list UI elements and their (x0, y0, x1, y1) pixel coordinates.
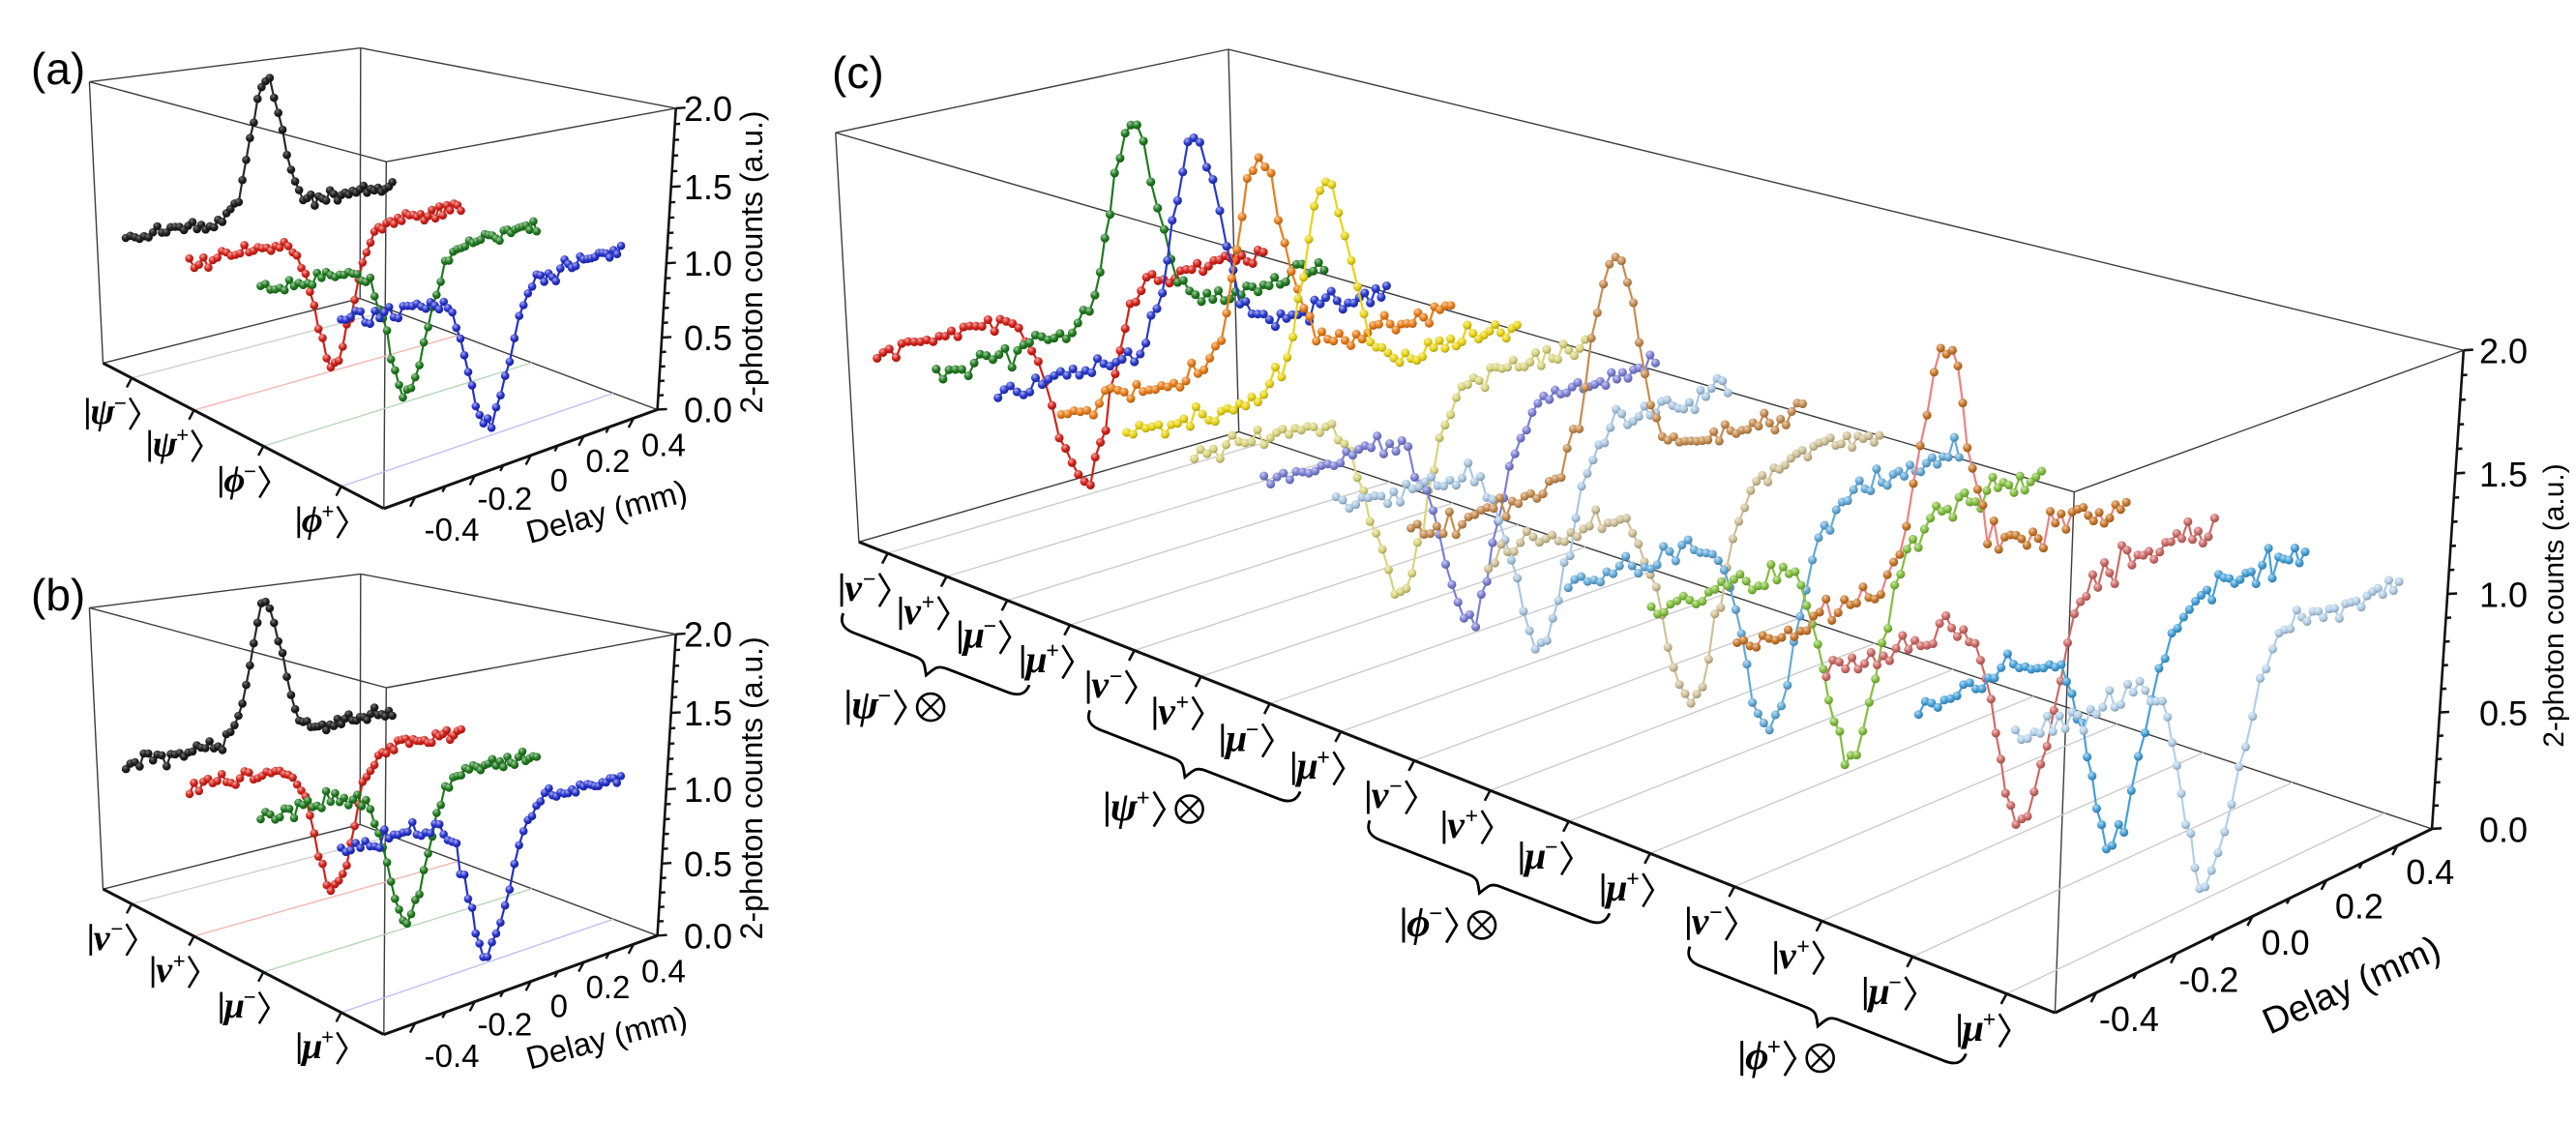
svg-text:1.0: 1.0 (684, 770, 732, 810)
svg-text:0.0: 0.0 (684, 391, 732, 430)
svg-text:μ: μ (1295, 744, 1318, 787)
svg-text:−: − (863, 567, 876, 592)
svg-text:+: + (176, 424, 189, 448)
svg-text:ν: ν (844, 566, 863, 609)
svg-text:ϕ: ϕ (223, 459, 245, 500)
svg-text:μ: μ (962, 613, 985, 657)
svg-text:+: + (1983, 1008, 1997, 1033)
svg-text:0.2: 0.2 (2335, 887, 2384, 927)
svg-text:+: + (922, 590, 935, 615)
svg-text:0.5: 0.5 (2479, 694, 2528, 733)
svg-text:+: + (1176, 691, 1190, 716)
svg-text:-0.4: -0.4 (2099, 999, 2159, 1039)
svg-text:0.4: 0.4 (641, 953, 686, 989)
svg-text:−: − (877, 684, 891, 710)
svg-text:1.0: 1.0 (684, 244, 732, 283)
svg-text:0.2: 0.2 (585, 969, 630, 1005)
svg-text:+: + (1767, 1034, 1781, 1060)
svg-text:ν: ν (1091, 663, 1110, 706)
svg-text:ν: ν (156, 950, 173, 990)
svg-text:−: − (1545, 836, 1558, 861)
svg-text:+: + (1796, 935, 1810, 960)
svg-text:+: + (173, 949, 186, 973)
svg-text:0.2: 0.2 (585, 443, 630, 479)
svg-text:ν: ν (1779, 933, 1797, 977)
svg-text:0.5: 0.5 (684, 318, 732, 358)
svg-text:−: − (244, 459, 256, 484)
svg-text:0: 0 (550, 462, 568, 498)
svg-text:-0.4: -0.4 (425, 512, 480, 547)
svg-text:ν: ν (1447, 803, 1466, 846)
svg-text:-0.2: -0.2 (2178, 960, 2238, 1000)
svg-text:ψ: ψ (90, 392, 115, 432)
svg-text:1.5: 1.5 (684, 694, 732, 733)
svg-text:−: − (1429, 901, 1442, 928)
svg-text:+: + (321, 499, 334, 523)
svg-text:1.0: 1.0 (2479, 576, 2528, 615)
svg-text:0.0: 0.0 (2262, 923, 2310, 962)
svg-text:ν: ν (1158, 689, 1176, 732)
svg-text:μ: μ (300, 1026, 322, 1067)
svg-text:1.5: 1.5 (684, 167, 732, 207)
svg-text:+: + (321, 1025, 334, 1049)
svg-text:μ: μ (1224, 716, 1247, 759)
svg-text:ψ: ψ (1110, 785, 1139, 830)
svg-text:0.0: 0.0 (684, 916, 732, 956)
svg-text:+: + (1317, 746, 1330, 771)
svg-text:ϕ: ϕ (1745, 1035, 1768, 1079)
svg-text:−: − (110, 917, 123, 941)
svg-text:2-photon counts (a.u.): 2-photon counts (a.u.) (2538, 463, 2570, 748)
svg-text:0.4: 0.4 (2406, 852, 2454, 892)
svg-text:−: − (1246, 718, 1259, 743)
svg-text:ψ: ψ (851, 684, 879, 728)
svg-text:+: + (1626, 868, 1640, 893)
svg-text:μ: μ (1867, 969, 1890, 1013)
svg-text:2.0: 2.0 (684, 615, 732, 655)
svg-text:0.4: 0.4 (641, 428, 686, 463)
svg-text:−: − (1389, 775, 1403, 800)
svg-text:0: 0 (550, 989, 568, 1024)
svg-text:−: − (244, 986, 256, 1010)
svg-text:2.0: 2.0 (2479, 332, 2528, 371)
svg-text:-0.2: -0.2 (477, 1007, 532, 1043)
svg-text:μ: μ (222, 986, 245, 1026)
svg-text:μ: μ (1523, 834, 1546, 877)
svg-text:0.5: 0.5 (684, 844, 732, 884)
svg-text:+: + (1046, 639, 1059, 664)
svg-text:(b): (b) (31, 570, 85, 620)
svg-text:(c): (c) (832, 47, 884, 98)
svg-text:2-photon counts (a.u.): 2-photon counts (a.u.) (734, 110, 769, 413)
svg-text:ν: ν (903, 589, 922, 633)
svg-text:ψ: ψ (153, 424, 178, 464)
svg-text:−: − (1709, 901, 1723, 926)
svg-text:−: − (1110, 664, 1123, 690)
svg-text:0.0: 0.0 (2479, 810, 2528, 849)
svg-text:ν: ν (1372, 773, 1390, 816)
svg-text:-0.4: -0.4 (425, 1038, 480, 1074)
svg-text:ν: ν (94, 918, 111, 959)
svg-text:1.5: 1.5 (2479, 455, 2528, 494)
svg-text:μ: μ (1961, 1006, 1984, 1049)
svg-text:2.0: 2.0 (684, 89, 732, 129)
svg-text:-0.2: -0.2 (477, 481, 532, 517)
svg-text:2-photon counts (a.u.): 2-photon counts (a.u.) (734, 636, 769, 939)
svg-text:(a): (a) (31, 44, 85, 94)
svg-text:+: + (1137, 785, 1150, 812)
svg-text:−: − (1888, 971, 1902, 996)
svg-text:ν: ν (1692, 899, 1710, 942)
svg-text:μ: μ (1023, 637, 1047, 681)
svg-text:−: − (984, 614, 997, 639)
svg-text:−: − (114, 391, 127, 415)
svg-text:ϕ: ϕ (302, 500, 323, 541)
svg-text:μ: μ (1604, 866, 1627, 909)
svg-text:+: + (1466, 805, 1479, 830)
svg-text:ϕ: ϕ (1406, 901, 1430, 946)
